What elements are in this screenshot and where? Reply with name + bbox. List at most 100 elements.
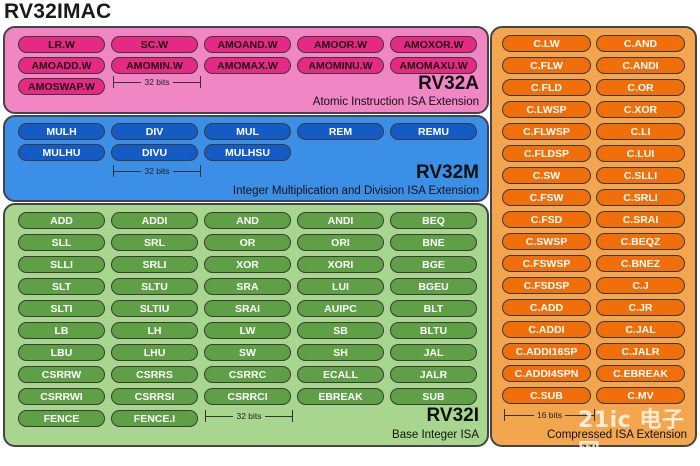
- rv32a-instr-lr-w: LR.W: [18, 36, 105, 53]
- rv32i-instr-slli: SLLI: [18, 256, 105, 273]
- rv32i-instr-slti: SLTI: [18, 300, 105, 317]
- rv32c-instr-c-jal: C.JAL: [596, 321, 685, 338]
- rv32c-instr-c-flw: C.FLW: [502, 57, 591, 74]
- rv32i-instr-bgeu: BGEU: [390, 278, 477, 295]
- rv32m-instr-mul: MUL: [204, 123, 291, 140]
- rv32c-instr-c-jr: C.JR: [596, 299, 685, 316]
- rv32c-subtitle: Compressed ISA Extension: [547, 429, 687, 441]
- rv32i-instr-bge: BGE: [390, 256, 477, 273]
- rv32c-instr-c-swsp: C.SWSP: [502, 233, 591, 250]
- rv32a-instr-sc-w: SC.W: [111, 36, 198, 53]
- rv32i-instr-csrrc: CSRRC: [204, 366, 291, 383]
- rv32i-instr-csrrs: CSRRS: [111, 366, 198, 383]
- rv32i-instr-sltiu: SLTIU: [111, 300, 198, 317]
- rv32c-instr-c-fldsp: C.FLDSP: [502, 145, 591, 162]
- rv32i-instr-srai: SRAI: [204, 300, 291, 317]
- rv32c-instr-c-fsdsp: C.FSDSP: [502, 277, 591, 294]
- rv32c-instr-c-addi: C.ADDI: [502, 321, 591, 338]
- rv32i-instr-srli: SRLI: [111, 256, 198, 273]
- rv32c-instr-c-j: C.J: [596, 277, 685, 294]
- rv32c-width-marker: 16 bits: [504, 409, 595, 421]
- rv32i-instr-csrrsi: CSRRSI: [111, 388, 198, 405]
- rv32i-instr-sh: SH: [297, 344, 384, 361]
- rv32i-instr-auipc: AUIPC: [297, 300, 384, 317]
- rv32m-instr-div: DIV: [111, 123, 198, 140]
- rv32a-panel: LR.W SC.W AMOAND.W AMOOR.W AMOXOR.W AMOADD.W A…: [3, 26, 489, 114]
- rv32i-width-label: 32 bits: [233, 411, 265, 421]
- rv32i-instr-and: AND: [204, 212, 291, 229]
- rv32m-width-label: 32 bits: [141, 166, 173, 176]
- rv32a-instr-amomin-w: AMOMIN.W: [111, 57, 198, 74]
- rv32a-instr-amoswap-w: AMOSWAP.W: [18, 78, 105, 95]
- rv32i-instr-andi: ANDI: [297, 212, 384, 229]
- rv32c-instr-c-beqz: C.BEQZ: [596, 233, 685, 250]
- rv32c-instr-c-addi4spn: C.ADDI4SPN: [502, 365, 591, 382]
- rv32i-instr-bne: BNE: [390, 234, 477, 251]
- rv32m-instr-mulh: MULH: [18, 123, 105, 140]
- rv32i-instr-lh: LH: [111, 322, 198, 339]
- rv32c-instr-c-bnez: C.BNEZ: [596, 255, 685, 272]
- rv32a-width-marker: 32 bits: [113, 76, 201, 88]
- rv32i-instr-jal: JAL: [390, 344, 477, 361]
- rv32c-instr-c-addi16sp: C.ADDI16SP: [502, 343, 591, 360]
- rv32i-instr-sw: SW: [204, 344, 291, 361]
- rv32m-name: RV32M: [415, 162, 479, 183]
- rv32c-instr-c-lwsp: C.LWSP: [502, 101, 591, 118]
- rv32c-instr-c-add: C.ADD: [502, 299, 591, 316]
- rv32i-instr-xori: XORI: [297, 256, 384, 273]
- rv32a-subtitle: Atomic Instruction ISA Extension: [312, 96, 479, 108]
- rv32i-instr-sb: SB: [297, 322, 384, 339]
- rv32c-instr-c-mv: C.MV: [596, 387, 685, 404]
- rv32m-instr-remu: REMU: [390, 123, 477, 140]
- rv32m-panel: MULH DIV MUL REM REMU MULHU DIVU MULHSU 32 bits…: [3, 115, 489, 202]
- rv32a-name: RV32A: [418, 73, 479, 94]
- rv32i-instr-addi: ADDI: [111, 212, 198, 229]
- rv32c-panel: C.LW C.AND C.FLW C.ANDI C.FLD C.OR C.LWSP C.XOR…: [490, 26, 697, 447]
- watermark-logo: 21ic 电子网: [578, 408, 685, 465]
- rv32m-instr-divu: DIVU: [111, 144, 198, 161]
- rv32c-instr-c-lw: C.LW: [502, 35, 591, 52]
- rv32c-width-label: 16 bits: [533, 410, 566, 420]
- rv32c-instr-c-or: C.OR: [596, 79, 685, 96]
- rv32i-instr-ori: ORI: [297, 234, 384, 251]
- rv32i-instr-beq: BEQ: [390, 212, 477, 229]
- rv32i-instr-blt: BLT: [390, 300, 477, 317]
- rv32i-name: RV32I: [426, 405, 479, 426]
- rv32i-instr-xor: XOR: [204, 256, 291, 273]
- diagram-title: RV32IMAC: [4, 0, 112, 23]
- rv32c-instr-c-fswsp: C.FSWSP: [502, 255, 591, 272]
- rv32i-instr-lhu: LHU: [111, 344, 198, 361]
- rv32i-panel: ADD ADDI AND ANDI BEQ SLL SRL OR ORI BNE SLLI SRLI X…: [3, 203, 489, 447]
- rv32i-instr-srl: SRL: [111, 234, 198, 251]
- rv32a-instr-amoor-w: AMOOR.W: [297, 36, 384, 53]
- rv32i-instr-add: ADD: [18, 212, 105, 229]
- rv32i-instr-csrrwi: CSRRWI: [18, 388, 105, 405]
- rv32c-instr-c-fsd: C.FSD: [502, 211, 591, 228]
- rv32a-instr-amoand-w: AMOAND.W: [204, 36, 291, 53]
- rv32c-instr-c-andi: C.ANDI: [596, 57, 685, 74]
- rv32i-instr-csrrw: CSRRW: [18, 366, 105, 383]
- rv32i-instr-or: OR: [204, 234, 291, 251]
- rv32i-instr-fence-i: FENCE.I: [111, 410, 198, 427]
- rv32m-instr-mulhsu: MULHSU: [204, 144, 291, 161]
- rv32a-width-label: 32 bits: [141, 77, 173, 87]
- rv32i-instr-fence: FENCE: [18, 410, 105, 427]
- rv32i-instr-ecall: ECALL: [297, 366, 384, 383]
- rv32a-instr-amoxor-w: AMOXOR.W: [390, 36, 477, 53]
- rv32m-subtitle: Integer Multiplication and Division ISA …: [232, 185, 479, 197]
- rv32i-instr-lb: LB: [18, 322, 105, 339]
- rv32m-instr-mulhu: MULHU: [18, 144, 105, 161]
- rv32i-instr-lw: LW: [204, 322, 291, 339]
- rv32i-instr-sub: SUB: [390, 388, 477, 405]
- rv32c-instr-c-fld: C.FLD: [502, 79, 591, 96]
- rv32a-instr-amoadd-w: AMOADD.W: [18, 57, 105, 74]
- rv32i-subtitle: Base Integer ISA: [392, 429, 479, 441]
- rv32c-instr-c-sw: C.SW: [502, 167, 591, 184]
- rv32i-instr-slt: SLT: [18, 278, 105, 295]
- rv32c-instr-c-fsw: C.FSW: [502, 189, 591, 206]
- rv32c-instr-c-lui: C.LUI: [596, 145, 685, 162]
- rv32c-instr-c-xor: C.XOR: [596, 101, 685, 118]
- rv32i-instr-ebreak: EBREAK: [297, 388, 384, 405]
- rv32c-instr-c-srai: C.SRAI: [596, 211, 685, 228]
- rv32i-instr-sra: SRA: [204, 278, 291, 295]
